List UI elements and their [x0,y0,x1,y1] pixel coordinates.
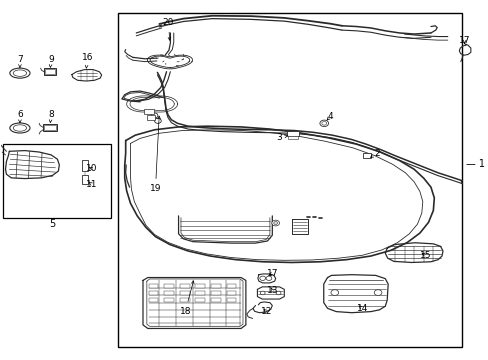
Ellipse shape [13,70,27,76]
Bar [180,298,189,302]
Text: 19: 19 [149,116,161,193]
Circle shape [330,290,338,296]
Text: 17: 17 [266,269,278,278]
Text: 9: 9 [48,55,54,67]
Text: 3: 3 [276,133,287,142]
Bar [180,284,189,288]
Circle shape [373,290,381,296]
Circle shape [273,222,277,225]
Circle shape [265,276,271,280]
Text: 4: 4 [326,112,332,121]
Text: 7: 7 [17,55,23,67]
Text: 6: 6 [17,110,23,122]
Bar [148,284,158,288]
Bar [226,284,236,288]
Text: — 1: — 1 [465,159,484,169]
Text: 5: 5 [49,220,56,229]
Circle shape [276,291,281,295]
Text: 8: 8 [48,110,54,123]
Circle shape [151,113,158,118]
Text: 15: 15 [420,251,431,260]
Bar [164,284,173,288]
Bar [44,125,56,130]
Bar [180,291,189,295]
Ellipse shape [13,125,27,131]
Bar [45,69,55,74]
Bar [164,291,173,295]
Text: 12: 12 [261,307,272,316]
Bar [148,298,158,302]
Ellipse shape [10,68,30,78]
Bar [43,124,57,131]
Bar [195,284,204,288]
Bar [211,284,221,288]
Bar [286,131,298,136]
Circle shape [321,122,326,125]
Bar [3,144,111,218]
Text: 13: 13 [266,286,278,295]
Bar [44,68,56,75]
Bar [147,116,155,120]
Circle shape [271,220,279,226]
Text: 16: 16 [81,53,93,68]
Bar [82,175,88,184]
Text: 2: 2 [370,149,380,158]
Bar [362,153,370,158]
Text: 20: 20 [163,18,174,40]
Bar [82,160,88,171]
Bar [195,298,204,302]
Bar [148,291,158,295]
Bar [118,13,461,347]
Bar [164,298,173,302]
Circle shape [319,120,328,127]
Bar [226,291,236,295]
Circle shape [259,276,265,280]
Circle shape [154,118,161,123]
Text: 11: 11 [86,180,98,189]
Bar [143,109,153,114]
Bar [211,291,221,295]
Bar [226,298,236,302]
Text: 14: 14 [356,304,367,313]
Text: 18: 18 [179,281,194,316]
Text: 10: 10 [86,164,98,173]
Ellipse shape [10,123,30,133]
Circle shape [260,291,264,295]
Bar [211,298,221,302]
Bar [195,291,204,295]
Text: 17: 17 [458,36,469,45]
Bar [287,136,298,139]
